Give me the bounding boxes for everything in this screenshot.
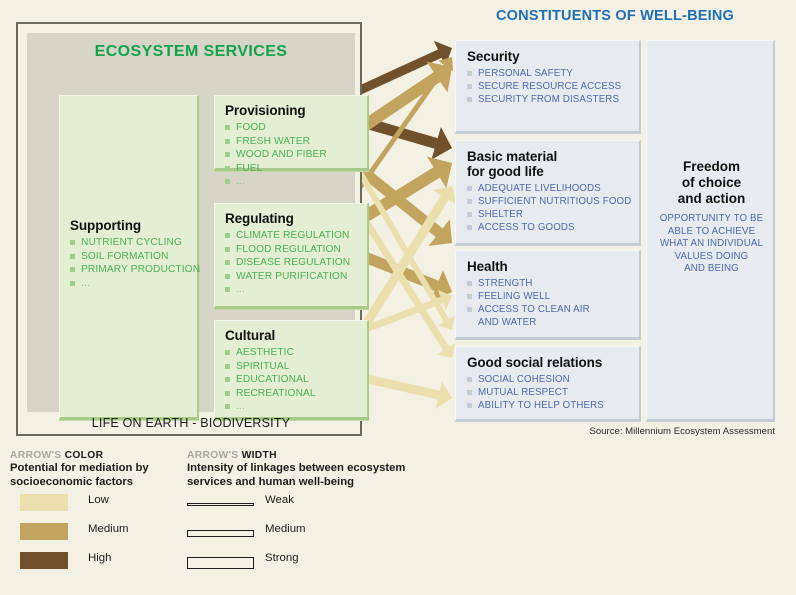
list-item: FLOOD REGULATION (225, 243, 367, 257)
list-item: RECREATIONAL (225, 387, 367, 401)
freedom-heading: Freedom of choice and action (677, 159, 746, 206)
legend-color-column: ARROW'S COLOR Potential for mediation by… (10, 450, 175, 569)
ecosystem-services-title: ECOSYSTEM SERVICES (94, 43, 288, 60)
card-item-list: SOCIAL COHESION MUTUAL RESPECT ABILITY TO … (456, 373, 639, 412)
list-item: FUEL (225, 162, 367, 176)
list-item: PERSONAL SAFETY (467, 67, 639, 80)
legend-width-bar (187, 530, 254, 537)
list-item: MUTUAL RESPECT (467, 386, 639, 399)
legend-color-swatch (20, 552, 68, 569)
list-item: ... (70, 277, 197, 291)
card-item-list: FOOD FRESH WATER WOOD AND FIBER FUEL... (215, 121, 367, 189)
list-item: PRIMARY PRODUCTION (70, 263, 200, 277)
card-heading: Cultural (225, 328, 276, 343)
list-item: SECURITY FROM DISASTERS (467, 93, 639, 106)
legend-width-label: Strong (265, 552, 299, 564)
legend-color-row: Low (10, 494, 175, 522)
legend-width-bar (187, 503, 254, 506)
legend-width-column: ARROW'S WIDTH Intensity of linkages betw… (187, 450, 437, 569)
list-item: SECURE RESOURCE ACCESS (467, 80, 639, 93)
legend-width-label: Medium (265, 523, 306, 535)
list-item: CLIMATE REGULATION (225, 229, 367, 243)
list-item: WOOD AND FIBER (225, 148, 367, 162)
list-item: FEELING WELL (467, 290, 639, 303)
list-item: STRENGTH (467, 277, 639, 290)
list-item: SOIL FORMATION (70, 250, 197, 264)
list-item: WATER PURIFICATION (225, 270, 367, 284)
card-heading: Security (467, 49, 520, 64)
legend-color-swatch (20, 523, 68, 540)
card-heading: Supporting (70, 218, 141, 233)
card-item-list: AESTHETIC SPIRITUAL EDUCATIONAL RECREATIONA… (215, 346, 367, 414)
life-on-earth-label: LIFE ON EARTH - BIODIVERSITY (91, 416, 291, 430)
card-heading: Good social relations (467, 355, 603, 370)
card-item-list: NUTRIENT CYCLING SOIL FORMATION PRIMARY PR… (60, 236, 200, 291)
legend-width-row: Weak (187, 494, 437, 522)
list-item: ACCESS TO CLEAN AIR (467, 303, 639, 316)
legend-color-label: Low (88, 494, 109, 506)
list-item: AND WATER (478, 317, 537, 328)
ecosystem-services-inner: ECOSYSTEM SERVICES Supporting NUTRIENT C… (27, 33, 369, 420)
wellbeing-card-good-social-relations[interactable]: Good social relations SOCIAL COHESION MUT… (455, 346, 641, 422)
wellbeing-card-security[interactable]: Security PERSONAL SAFETY SECURE RESOURCE … (455, 40, 641, 134)
list-item: ADEQUATE LIVELIHOODS (467, 182, 639, 195)
legend-color-row: Medium (10, 523, 175, 551)
ecosystem-card-supporting[interactable]: Supporting NUTRIENT CYCLING SOIL FORMATIO… (59, 95, 200, 420)
list-item: EDUCATIONAL (225, 373, 367, 387)
ecosystem-card-regulating[interactable]: Regulating CLIMATE REGULATION FLOOD REGUL… (214, 203, 369, 309)
list-item: ... (225, 175, 367, 189)
list-item: ... (225, 400, 367, 414)
list-item: FOOD (225, 121, 367, 135)
legend-color-label: Medium (88, 523, 129, 535)
list-item: ACCESS TO GOODS (467, 221, 639, 234)
list-item: DISEASE REGULATION (225, 256, 367, 270)
ecosystem-card-provisioning[interactable]: Provisioning FOOD FRESH WATER WOOD AND FIB… (214, 95, 369, 187)
list-item: SHELTER (467, 208, 639, 221)
card-item-list: STRENGTH FEELING WELL ACCESS TO CLEAN AIR A… (456, 277, 639, 329)
legend-color-subtitle: Potential for mediation by socioeconomic … (10, 462, 149, 488)
ecosystem-services-panel: ECOSYSTEM SERVICES Supporting NUTRIENT C… (16, 22, 369, 436)
source-note: Source: Millennium Ecosystem Assessment (589, 426, 775, 437)
list-item: SUFFICIENT NUTRITIOUS FOOD (467, 195, 639, 208)
card-heading: Regulating (225, 211, 294, 226)
legend-color-row: High (10, 552, 175, 580)
card-item-list: PERSONAL SAFETY SECURE RESOURCE ACCESS SEC… (456, 67, 639, 106)
legend-width-label: Weak (265, 494, 294, 506)
card-heading: Basic material for good life (467, 149, 558, 179)
legend: ARROW'S COLOR Potential for mediation by… (10, 450, 440, 585)
card-item-list: ADEQUATE LIVELIHOODS SUFFICIENT NUTRITIOU… (456, 182, 639, 234)
card-heading: Health (467, 259, 508, 274)
constituents-title: CONSTITUENTS OF WELL-BEING (496, 8, 734, 24)
legend-color-label: High (88, 552, 112, 564)
card-item-list: CLIMATE REGULATION FLOOD REGULATION DISEAS… (215, 229, 367, 297)
list-item: NUTRIENT CYCLING (70, 236, 197, 250)
list-item: SPIRITUAL (225, 360, 367, 374)
freedom-body: OPPORTUNITY TO BE ABLE TO ACHIEVE WHAT AN … (659, 213, 764, 275)
legend-width-subtitle: Intensity of linkages between ecosystem s… (187, 462, 406, 488)
legend-width-kicker: ARROW'S WIDTH (187, 450, 277, 461)
wellbeing-card-freedom[interactable]: Freedom of choice and action OPPORTUNITY T… (646, 40, 775, 422)
list-item: SOCIAL COHESION (467, 373, 639, 386)
legend-width-bar (187, 557, 254, 569)
list-item: ABILITY TO HELP OTHERS (467, 399, 639, 412)
legend-width-row: Strong (187, 552, 437, 580)
ecosystem-card-cultural[interactable]: Cultural AESTHETIC SPIRITUAL EDUCATIONAL RE… (214, 320, 369, 420)
legend-width-row: Medium (187, 523, 437, 551)
list-item: ... (225, 283, 367, 297)
legend-color-kicker: ARROW'S COLOR (10, 450, 104, 461)
card-heading: Provisioning (225, 103, 306, 118)
legend-color-swatch (20, 494, 68, 511)
wellbeing-card-basic-material[interactable]: Basic material for good life ADEQUATE LIV… (455, 140, 641, 246)
list-item: FRESH WATER (225, 135, 367, 149)
wellbeing-card-health[interactable]: Health STRENGTH FEELING WELL ACCESS TO CLE… (455, 250, 641, 340)
list-item: AESTHETIC (225, 346, 367, 360)
